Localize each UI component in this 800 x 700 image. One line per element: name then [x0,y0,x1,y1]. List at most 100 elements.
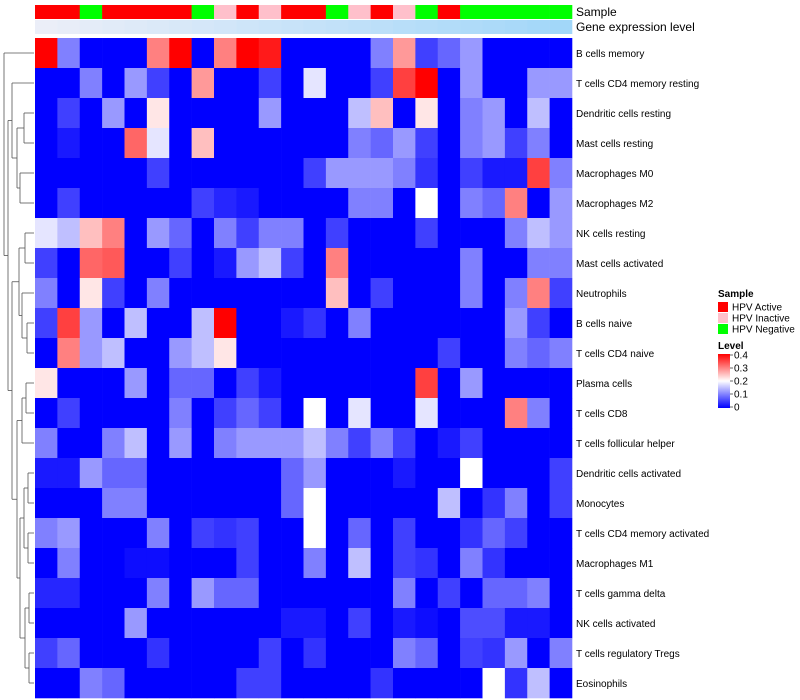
heatmap-cell [281,68,304,99]
heatmap-cell [325,98,349,129]
heatmap-cell [325,428,349,459]
row-label: B cells naive [576,319,633,330]
gene-expression-cell [504,20,528,34]
heatmap-cell [482,368,506,399]
heatmap-cell [258,668,282,699]
gene-expression-cell [258,20,282,34]
heatmap-cell [146,128,170,159]
heatmap-cell [415,338,439,369]
sample-legend-swatch [718,313,728,323]
heatmap-cell [303,98,327,129]
heatmap-cell [482,488,506,519]
row-label: Neutrophils [576,289,627,300]
heatmap-cell [415,638,439,669]
heatmap-cell [303,188,327,219]
heatmap-cell [504,68,528,99]
heatmap-cell [482,278,506,309]
heatmap-cell [169,548,192,579]
heatmap-cell [370,488,394,519]
row-label: T cells gamma delta [576,589,666,600]
heatmap-cell [393,68,416,99]
heatmap-cell [191,548,215,579]
heatmap-cell [57,218,81,249]
gene-expression-cell [57,20,81,34]
row-dendrogram [3,52,34,684]
heatmap-cell [370,308,394,339]
gene-expression-cell [191,20,215,34]
heatmap-cell [325,278,349,309]
heatmap-cell [236,128,260,159]
heatmap-cell [393,398,416,429]
heatmap-cell [124,428,148,459]
heatmap-cell [124,638,148,669]
heatmap-cell [370,338,394,369]
heatmap-cell [393,608,416,639]
heatmap-cell [325,248,349,279]
heatmap-cell [482,428,506,459]
heatmap-cell [348,38,371,69]
heatmap-cell [214,518,237,549]
heatmap-cell [191,518,215,549]
heatmap-cell [393,638,416,669]
heatmap-cell [415,38,439,69]
heatmap-cell [415,608,439,639]
heatmap-cell [460,428,483,459]
heatmap-cell [303,248,327,279]
heatmap-cell [370,398,394,429]
heatmap-cell [437,518,461,549]
heatmap-cell [79,518,103,549]
heatmap-cell [191,278,215,309]
heatmap-cell [79,278,103,309]
heatmap-cell [214,248,237,279]
heatmap-cell [57,458,81,489]
heatmap-cell [549,98,573,129]
heatmap-cell [146,278,170,309]
heatmap-cell [146,578,170,609]
heatmap-cell [549,488,573,519]
gene-annotation-label: Gene expression level [576,20,695,34]
heatmap-cell [79,218,103,249]
heatmap-cell [325,608,349,639]
heatmap-cell [325,128,349,159]
heatmap-cell [102,488,125,519]
heatmap-cell [370,188,394,219]
heatmap-cell [370,578,394,609]
heatmap-cell [303,38,327,69]
heatmap-cell [482,308,506,339]
heatmap-cell [325,578,349,609]
heatmap-cell [549,638,573,669]
heatmap-cell [437,578,461,609]
heatmap-cell [79,38,103,69]
heatmap-cell [393,278,416,309]
heatmap-cell [527,278,550,309]
heatmap-cell [281,578,304,609]
heatmap-cell [124,608,148,639]
heatmap-cell [393,338,416,369]
heatmap-cell [124,308,148,339]
heatmap-cell [124,518,148,549]
heatmap-cell [527,458,550,489]
heatmap-cell [482,218,506,249]
heatmap-cell [214,488,237,519]
heatmap-cell [57,608,81,639]
heatmap-cell [258,278,282,309]
heatmap-cell [146,188,170,219]
heatmap-cell [460,128,483,159]
sample-legend-swatch [718,302,728,312]
heatmap-cell [57,158,81,189]
heatmap-cell [102,38,125,69]
heatmap-cell [258,488,282,519]
heatmap-cell [460,68,483,99]
heatmap-cell [415,218,439,249]
heatmap-cell [191,608,215,639]
heatmap-cell [460,38,483,69]
heatmap-cell [102,668,125,699]
heatmap-cell [258,128,282,159]
heatmap-cell [415,278,439,309]
heatmap-cell [325,188,349,219]
heatmap-cell [146,218,170,249]
sample-annotation-bar [35,5,573,19]
heatmap-cell [549,218,573,249]
heatmap-cell [303,458,327,489]
heatmap-cell [214,188,237,219]
